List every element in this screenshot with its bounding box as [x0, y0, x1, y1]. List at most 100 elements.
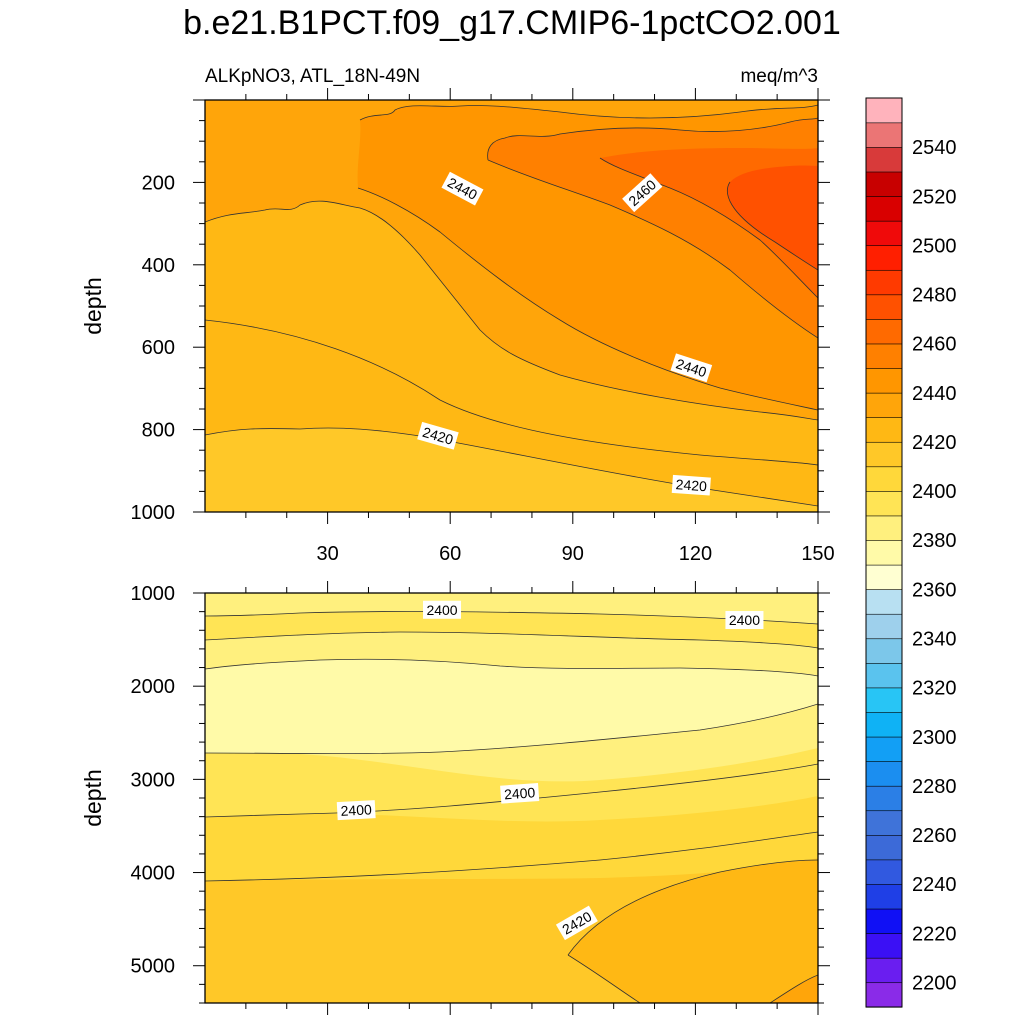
variable-label: ALKpNO3, ATL_18N-49N: [205, 66, 420, 87]
lower-band-2430: [770, 975, 818, 1003]
colorbar-cell: [865, 539, 903, 566]
colorbar-cell: [865, 220, 903, 247]
x-tick-label: 90: [562, 543, 584, 565]
colorbar-label: 2520: [912, 186, 957, 208]
upper-ylabel: depth: [80, 277, 106, 335]
colorbar-cell: [865, 564, 903, 590]
upper-panel-fill: [205, 100, 818, 512]
colorbar-cell: [865, 662, 903, 689]
x-tick-label: 30: [316, 543, 338, 565]
colorbar-cell: [865, 97, 903, 124]
lower-axis-ticks: 1000 2000 3000 4000 5000: [131, 581, 830, 1015]
y-tick-label: 2000: [131, 676, 176, 698]
x-tick-label: 120: [679, 543, 712, 565]
colorbar-label: 2300: [912, 727, 957, 749]
colorbar-cell: [865, 613, 903, 640]
colorbar-label: 2400: [912, 481, 957, 503]
y-tick-label: 800: [142, 420, 175, 442]
y-tick-label: 600: [142, 337, 175, 359]
colorbar-label: 2280: [912, 776, 957, 798]
colorbar-frame: [865, 97, 903, 1008]
upper-axis-ticks: 30 60 90 120 150 200 400 600 800 1000: [131, 88, 835, 565]
colorbar-cell: [865, 761, 903, 787]
colorbar-cell: [865, 957, 903, 984]
colorbar-cell: [865, 589, 903, 615]
contour-label: 2400: [725, 611, 764, 630]
lower-band-2380: [205, 659, 818, 754]
colorbar-cell: [865, 269, 903, 296]
svg-text:2400: 2400: [504, 784, 536, 802]
upper-band-2410: [205, 427, 818, 512]
colorbar-cell: [865, 417, 903, 443]
colorbar-cell: [865, 122, 903, 148]
colorbar-cell: [865, 785, 903, 812]
svg-text:2400: 2400: [729, 612, 760, 628]
contour-label: 2400: [423, 600, 462, 619]
colorbar-cell: [865, 294, 903, 320]
colorbar-cell: [865, 883, 903, 910]
lower-contour-lines: [205, 611, 818, 1003]
chart-title: b.e21.B1PCT.f09_g17.CMIP6-1pctCO2.001: [183, 4, 841, 42]
colorbar-label: 2480: [912, 285, 957, 307]
y-tick-label: 4000: [131, 863, 176, 885]
colorbar-cell: [865, 392, 903, 418]
colorbar-cell: [865, 490, 903, 517]
colorbar-cell: [865, 736, 903, 762]
y-tick-label: 3000: [131, 769, 176, 791]
contour-label: 2420: [671, 474, 711, 496]
svg-text:2400: 2400: [340, 801, 372, 819]
colorbar-label: 2320: [912, 678, 957, 700]
colorbar-cell: [865, 367, 903, 394]
x-tick-label: 60: [439, 543, 461, 565]
upper-contour-lines: [205, 104, 818, 507]
colorbar-label: 2420: [912, 432, 957, 454]
colorbar-label: 2260: [912, 825, 957, 847]
colorbar-cell: [865, 515, 903, 541]
upper-band-2470: [727, 165, 818, 270]
colorbar: 2200 2220 2240 2260 2280 2300 2320 2340 2360 2380…: [865, 97, 957, 1008]
contour-label: 2400: [500, 783, 540, 804]
colorbar-label: 2360: [912, 579, 957, 601]
colorbar-cell: [865, 932, 903, 959]
colorbar-label: 2380: [912, 530, 957, 552]
colorbar-cell: [865, 711, 903, 738]
y-tick-label: 400: [142, 255, 175, 277]
colorbar-label: 2540: [912, 137, 957, 159]
units-label: meq/m^3: [740, 66, 818, 87]
colorbar-cell: [865, 441, 903, 468]
colorbar-cell: [865, 195, 903, 222]
colorbar-label: 2500: [912, 235, 957, 257]
colorbar-cell: [865, 859, 903, 885]
colorbar-cell: [865, 687, 903, 713]
colorbar-cell: [865, 810, 903, 836]
colorbar-cell: [865, 245, 903, 271]
colorbar-cell: [865, 908, 903, 934]
colorbar-cell: [865, 146, 903, 173]
svg-text:2400: 2400: [426, 602, 457, 618]
colorbar-cell: [865, 982, 903, 1008]
lower-band-2420: [568, 860, 818, 1003]
y-tick-label: 200: [142, 172, 175, 194]
colorbar-label: 2440: [912, 383, 957, 405]
colorbar-cell: [865, 834, 903, 861]
x-tick-label: 150: [801, 543, 834, 565]
colorbar-cell: [865, 318, 903, 345]
colorbar-cell: [865, 466, 903, 492]
colorbar-label: 2240: [912, 874, 957, 896]
y-tick-label: 5000: [131, 956, 176, 978]
colorbar-label: 2220: [912, 923, 957, 945]
colorbar-label: 2340: [912, 628, 957, 650]
y-tick-label: 1000: [131, 583, 176, 605]
colorbar-label: 2460: [912, 334, 957, 356]
lower-ylabel: depth: [80, 769, 106, 827]
contour-label: 2400: [336, 800, 376, 821]
colorbar-cell: [865, 171, 903, 197]
colorbar-cell: [865, 343, 903, 369]
colorbar-cell: [865, 638, 903, 664]
colorbar-label: 2200: [912, 972, 957, 994]
y-tick-label: 1000: [131, 502, 176, 524]
